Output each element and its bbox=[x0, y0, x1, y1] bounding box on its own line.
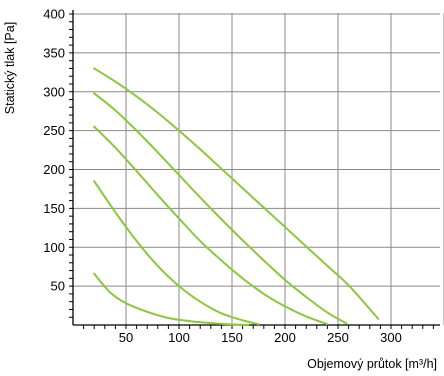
x-tick-label-150: 150 bbox=[221, 330, 243, 345]
series-line-5 bbox=[93, 272, 249, 326]
minor-ticks bbox=[69, 13, 434, 329]
y-tick-label-250: 250 bbox=[43, 123, 65, 138]
x-tick-label-100: 100 bbox=[168, 330, 190, 345]
y-axis-title: Statický tlak [Pa] bbox=[3, 22, 17, 114]
series-line-1 bbox=[93, 67, 380, 320]
y-tick-label-150: 150 bbox=[43, 201, 65, 216]
y-tick-label-100: 100 bbox=[43, 240, 65, 255]
y-tick-label-350: 350 bbox=[43, 45, 65, 60]
x-axis-title: Objemový průtok [m³/h] bbox=[307, 357, 437, 371]
series-group bbox=[93, 67, 380, 326]
series-line-2 bbox=[93, 92, 348, 325]
y-tick-label-300: 300 bbox=[43, 84, 65, 99]
x-tick-label-250: 250 bbox=[327, 330, 349, 345]
axes bbox=[72, 10, 440, 326]
grid bbox=[73, 13, 444, 325]
series-line-3 bbox=[93, 125, 329, 326]
tick-labels: 50 100 150 200 250 300 50 100 150 200 250 300 350 400 bbox=[43, 7, 402, 346]
y-tick-label-200: 200 bbox=[43, 162, 65, 177]
x-tick-label-200: 200 bbox=[274, 330, 296, 345]
x-tick-label-300: 300 bbox=[380, 330, 402, 345]
y-tick-label-400: 400 bbox=[43, 7, 65, 22]
x-tick-label-50: 50 bbox=[119, 330, 133, 345]
y-tick-label-50: 50 bbox=[51, 279, 65, 294]
series-line-4 bbox=[93, 180, 260, 326]
